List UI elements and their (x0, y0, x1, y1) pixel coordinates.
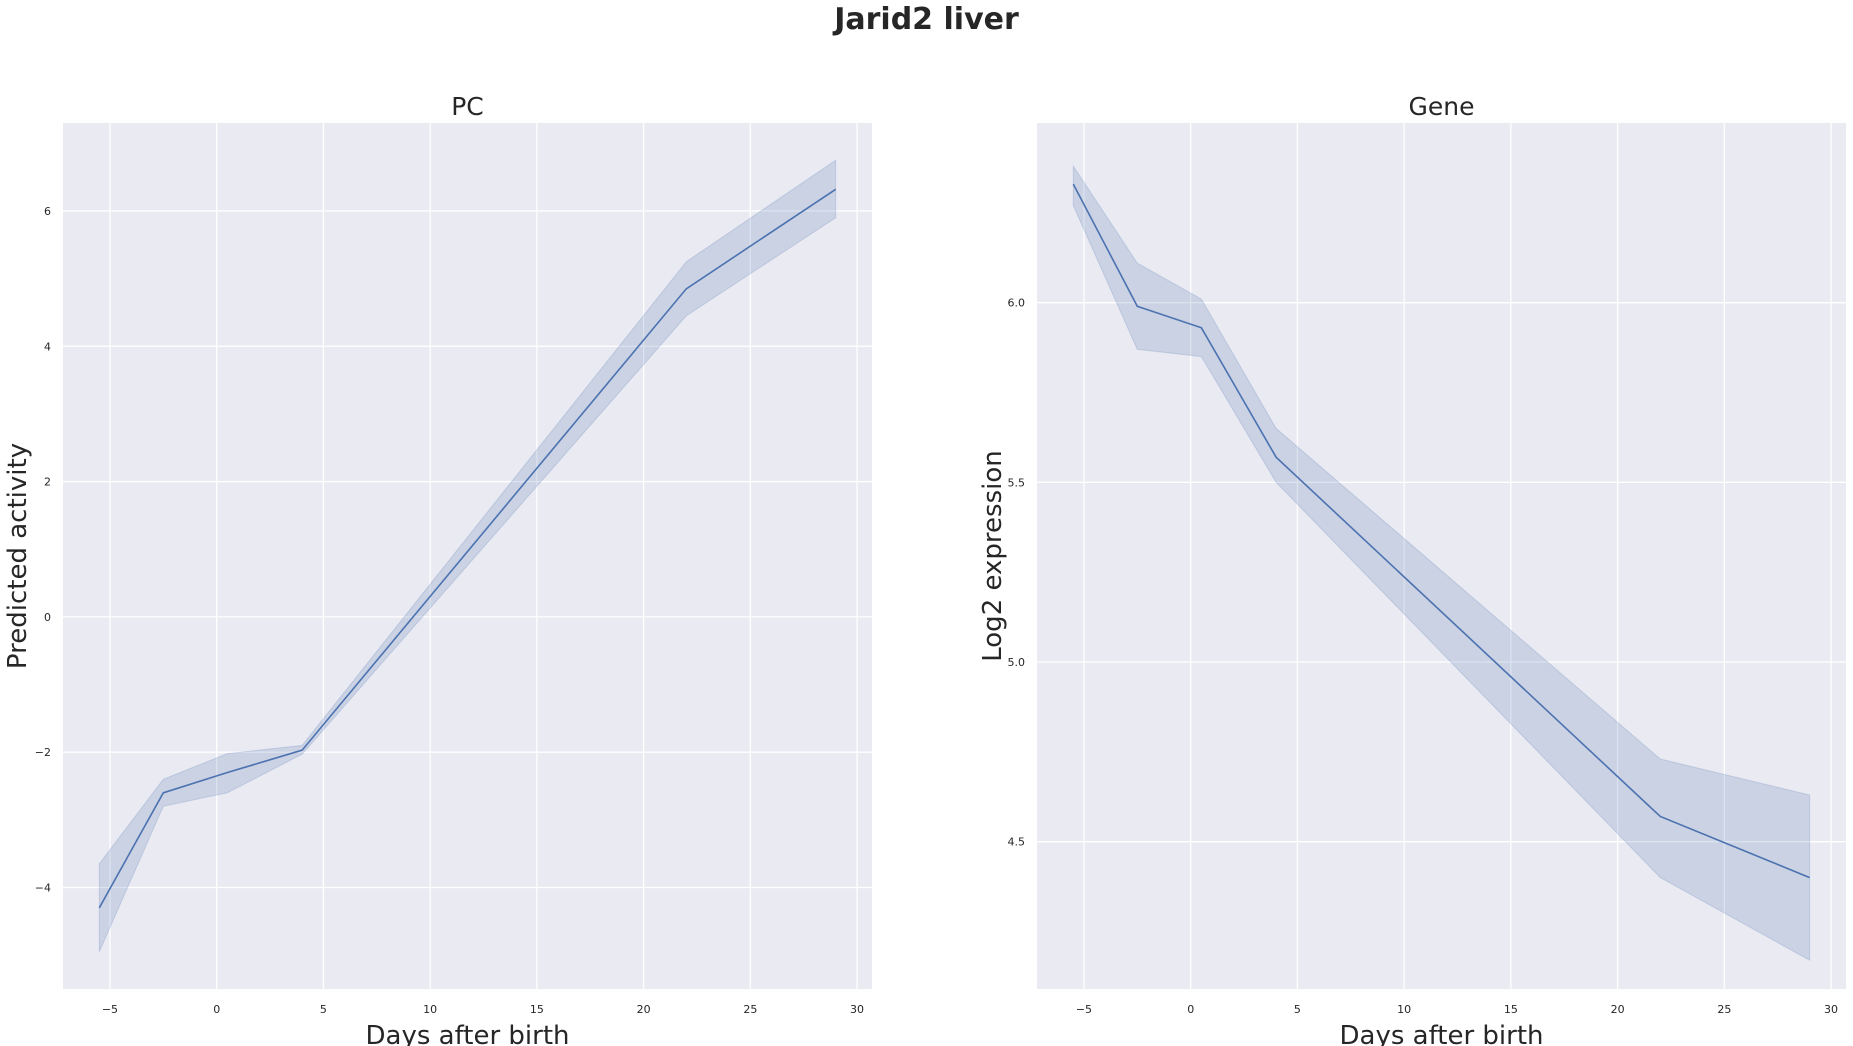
gene-series-line (1072, 183, 1811, 879)
pc-x-tick-label: 30 (850, 1003, 864, 1016)
gene-x-tick-label: 25 (1717, 1003, 1731, 1016)
pc-series-line (98, 188, 837, 909)
gene-y-tick-label: 6.0 (1008, 297, 1026, 310)
pc-y-tick-label: −4 (35, 882, 51, 895)
gene-grid (1037, 123, 1846, 989)
pc-y-tick-label: 4 (44, 340, 51, 353)
gene-x-tick-label: −5 (1076, 1003, 1092, 1016)
pc-x-tick-labels: −5 0 5 10 15 20 25 30 (102, 1003, 864, 1016)
pc-y-tick-labels: −4 −2 0 2 4 6 (35, 205, 51, 895)
pc-chart-title: PC (451, 92, 484, 121)
gene-chart-title: Gene (1409, 92, 1475, 121)
gene-x-tick-label: 15 (1504, 1003, 1518, 1016)
gene-y-tick-label: 5.5 (1008, 476, 1026, 489)
pc-x-tick-label: 15 (530, 1003, 544, 1016)
gene-x-axis-label: Days after birth (1339, 1021, 1543, 1046)
pc-x-tick-label: 10 (423, 1003, 437, 1016)
pc-x-tick-label: −5 (102, 1003, 118, 1016)
pc-x-tick-label: 5 (320, 1003, 327, 1016)
gene-y-tick-labels: 4.5 5.0 5.5 6.0 (1008, 297, 1026, 849)
gene-x-tick-label: 5 (1294, 1003, 1301, 1016)
pc-y-tick-label: 2 (44, 476, 51, 489)
gene-y-tick-label: 5.0 (1008, 656, 1026, 669)
pc-grid (63, 123, 872, 989)
pc-x-axis-label: Days after birth (365, 1021, 569, 1046)
panel-pc: −5 0 5 10 15 20 25 30 −4 −2 0 2 4 6 PC Days after bi… (3, 92, 872, 1046)
pc-y-axis-label: Predicted activity (3, 443, 33, 669)
gene-confidence-band (1072, 164, 1811, 962)
gene-y-tick-label: 4.5 (1008, 836, 1026, 849)
pc-x-tick-label: 25 (743, 1003, 757, 1016)
panel-gene: −5 0 5 10 15 20 25 30 4.5 5.0 5.5 6.0 Gene Days af… (978, 92, 1846, 1046)
gene-x-tick-label: 20 (1611, 1003, 1625, 1016)
gene-x-tick-label: 10 (1397, 1003, 1411, 1016)
gene-y-axis-label: Log2 expression (978, 450, 1008, 662)
pc-x-tick-label: 0 (213, 1003, 220, 1016)
figure-title: Jarid2 liver (834, 2, 1019, 37)
pc-y-tick-label: 6 (44, 205, 51, 218)
pc-x-tick-label: 20 (637, 1003, 651, 1016)
gene-plot-area (1037, 123, 1846, 989)
pc-y-tick-label: 0 (44, 611, 51, 624)
gene-x-tick-labels: −5 0 5 10 15 20 25 30 (1076, 1003, 1838, 1016)
gene-x-tick-label: 30 (1824, 1003, 1838, 1016)
gene-x-tick-label: 0 (1187, 1003, 1194, 1016)
pc-confidence-band (98, 159, 837, 953)
pc-plot-area (63, 123, 872, 989)
pc-y-tick-label: −2 (35, 746, 51, 759)
